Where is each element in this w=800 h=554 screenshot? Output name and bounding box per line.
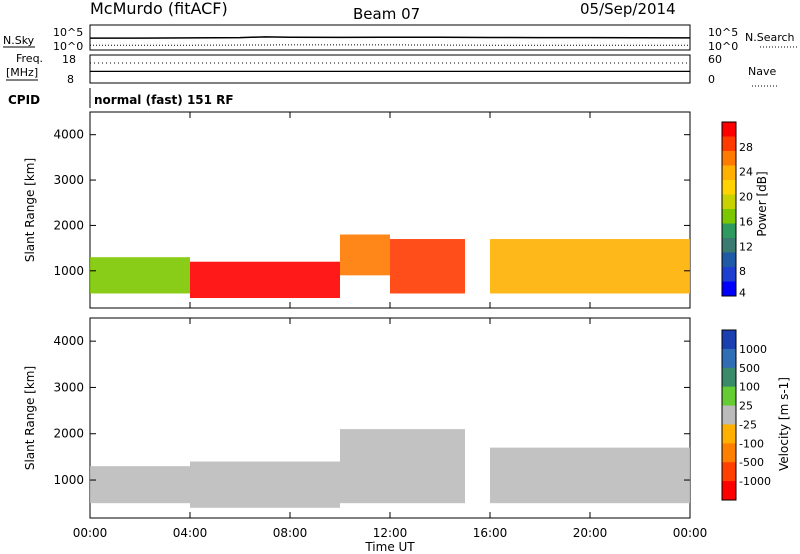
noise-panel: N.Sky 10^5 10^0 10^5 10^0 N.Search (3, 24, 797, 53)
colorbar-tick-label: 500 (739, 362, 760, 375)
heatmap-cell (340, 429, 465, 504)
date-label: 05/Sep/2014 (580, 0, 676, 18)
colorbar-tick-label: 12 (739, 240, 753, 253)
y-tick-label: 1000 (53, 264, 84, 278)
x-tick-label: 04:00 (173, 526, 208, 540)
y-tick-label: 3000 (53, 380, 84, 394)
colorbar-tick-label: -1000 (739, 475, 771, 488)
heatmap-cell (190, 461, 340, 508)
colorbar-tick-label: 4 (739, 287, 746, 300)
colorbar-segment (722, 443, 736, 463)
colorbar-tick-label: -25 (739, 418, 757, 431)
station-title: McMurdo (fitACF) (90, 0, 228, 18)
colorbar-segment (722, 122, 736, 137)
power-colorbar-label: Power [dB] (755, 171, 769, 236)
nave-tick-bottom: 0 (708, 73, 715, 86)
nsky-series (90, 36, 691, 39)
colorbar-tick-label: -500 (739, 456, 764, 469)
heatmap-cell (190, 261, 340, 299)
colorbar-segment (722, 462, 736, 482)
colorbar-tick-label: 24 (739, 166, 753, 179)
x-tick-label: 20:00 (573, 526, 608, 540)
power-ylabel: Slant Range [km] (23, 158, 37, 262)
heatmap-cell (340, 234, 390, 276)
freq-panel: Freq. [MHz] 18 8 60 0 Nave (6, 52, 778, 87)
colorbar-tick-label: 16 (739, 215, 753, 228)
y-tick-label: 3000 (53, 173, 84, 187)
y-tick-label: 4000 (53, 334, 84, 348)
colorbar-segment (722, 209, 736, 224)
cpid-label: CPID (8, 93, 40, 107)
colorbar-segment (722, 194, 736, 210)
nsearch-label: N.Search (745, 31, 795, 44)
colorbar-segment (722, 348, 736, 369)
colorbar-segment (722, 481, 736, 501)
nsky-label: N.Sky (3, 34, 35, 47)
colorbar-segment (722, 238, 736, 253)
colorbar-segment (722, 330, 736, 350)
colorbar-segment (722, 151, 736, 166)
freq-tick-top: 18 (62, 53, 76, 66)
colorbar-tick-label: -100 (739, 437, 764, 450)
noise-tick-left-top: 10^5 (53, 26, 83, 39)
freq-label: Freq. (16, 52, 43, 65)
noise-tick-right-top: 10^5 (708, 26, 738, 39)
y-tick-label: 2000 (53, 427, 84, 441)
cpid-row: CPID normal (fast) 151 RF (8, 88, 234, 108)
nave-tick-top: 60 (708, 53, 722, 66)
x-tick-label: 00:00 (73, 526, 108, 540)
colorbar-segment (722, 267, 736, 282)
colorbar-tick-label: 28 (739, 141, 753, 154)
colorbar-segment (722, 252, 736, 268)
colorbar-segment (722, 386, 736, 407)
x-tick-label: 08:00 (273, 526, 308, 540)
freq-tick-bottom: 8 (67, 73, 74, 86)
colorbar-tick-label: 1000 (739, 343, 767, 356)
colorbar-segment (722, 405, 736, 425)
nave-label: Nave (748, 65, 776, 78)
time-axis: 00:00 04:00 08:00 12:00 16:00 20:00 00:00 (73, 112, 708, 540)
velocity-panel: 1000 2000 3000 4000 Slant Range [km] (23, 317, 691, 519)
x-tick-label: 16:00 (473, 526, 508, 540)
heatmap-cell (490, 239, 690, 294)
colorbar-segment (722, 165, 736, 181)
cpid-text: normal (fast) 151 RF (94, 93, 234, 107)
heatmap-cell (90, 257, 190, 294)
y-tick-label: 4000 (53, 128, 84, 142)
power-colorbar: 28 24 20 16 12 8 4 Power [dB] (721, 121, 769, 300)
colorbar-tick-label: 20 (739, 191, 753, 204)
y-tick-label: 2000 (53, 218, 84, 232)
colorbar-segment (722, 136, 736, 152)
power-panel: 1000 2000 3000 4000 Slant Range [km] (23, 111, 691, 309)
velocity-colorbar: 1000 500 100 25 -25 -100 -500 -1000 Velocity [m… (721, 329, 791, 501)
velocity-ylabel: Slant Range [km] (23, 366, 37, 470)
heatmap-cell (90, 466, 190, 504)
heatmap-cell (390, 239, 465, 294)
noise-tick-right-bottom: 10^0 (708, 40, 738, 53)
colorbar-tick-label: 8 (739, 265, 746, 278)
colorbar-tick-label: 25 (739, 400, 753, 413)
colorbar-segment (722, 281, 736, 297)
velocity-colorbar-label: Velocity [m s-1] (777, 377, 791, 471)
time-axis-label: Time UT (364, 540, 415, 554)
x-tick-label: 00:00 (673, 526, 708, 540)
heatmap-cell (490, 447, 690, 504)
colorbar-frame (721, 121, 737, 297)
colorbar-segment (722, 367, 736, 388)
x-tick-label: 12:00 (373, 526, 408, 540)
beam-label: Beam 07 (353, 5, 420, 23)
freq-unit: [MHz] (6, 66, 38, 79)
noise-tick-left-bottom: 10^0 (53, 40, 83, 53)
colorbar-segment (722, 180, 736, 195)
colorbar-segment (722, 223, 736, 239)
colorbar-segment (722, 424, 736, 444)
colorbar-tick-label: 100 (739, 381, 760, 394)
colorbar-frame (721, 329, 737, 501)
y-tick-label: 1000 (53, 473, 84, 487)
